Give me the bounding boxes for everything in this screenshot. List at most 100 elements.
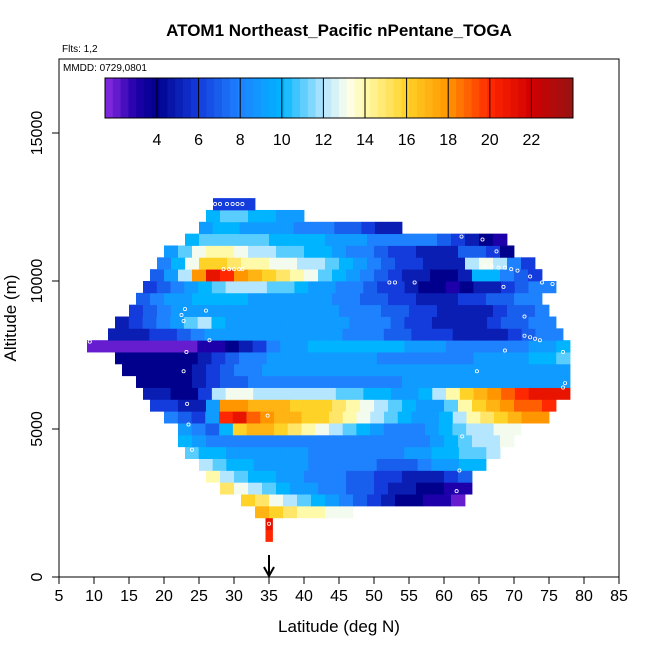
heatmap-cell — [213, 304, 228, 317]
colorbar-swatch — [268, 78, 278, 118]
colorbar-tick-label: 6 — [194, 132, 203, 149]
heatmap-cell — [248, 375, 263, 388]
heatmap-cell — [432, 340, 447, 353]
heatmap-cell — [402, 482, 417, 495]
heatmap-cell — [458, 245, 473, 258]
heatmap-cell — [128, 316, 143, 329]
colorbar-swatch — [222, 78, 231, 118]
heatmap-cell — [253, 387, 268, 400]
heatmap-cell — [304, 399, 319, 412]
colorbar-tick-label: 14 — [356, 132, 374, 149]
heatmap-cell — [521, 257, 536, 270]
colorbar-swatch — [456, 78, 465, 118]
heatmap-cell — [136, 375, 151, 388]
heatmap-cell — [213, 257, 228, 270]
sample-point — [509, 267, 514, 272]
heatmap-cell — [253, 458, 268, 471]
y-tick-label: 5000 — [29, 411, 46, 447]
heatmap-cell — [226, 446, 241, 459]
heatmap-cell — [397, 423, 412, 436]
heatmap-cell — [452, 423, 467, 436]
heatmap-cell — [423, 257, 438, 270]
heatmap-cell — [297, 304, 312, 317]
sample-point — [528, 274, 533, 279]
heatmap-cell — [472, 458, 487, 471]
heatmap-cell — [220, 292, 235, 306]
heatmap-cell — [430, 292, 445, 306]
heatmap-cell — [332, 363, 347, 377]
heatmap-cell — [253, 281, 268, 294]
sample-point — [457, 468, 462, 473]
heatmap-cell — [465, 304, 480, 317]
heatmap-cell — [308, 387, 323, 400]
sample-point — [474, 369, 479, 374]
heatmap-cell — [388, 434, 403, 448]
heatmap-cell — [267, 446, 282, 459]
heatmap-cell — [432, 387, 447, 400]
heatmap-cell — [390, 352, 405, 365]
heatmap-cell — [136, 292, 151, 306]
heatmap-cell — [472, 363, 487, 377]
heatmap-cell — [404, 340, 419, 353]
sample-point — [231, 267, 236, 272]
heatmap-cell — [479, 423, 494, 436]
heatmap-cell — [521, 304, 536, 317]
heatmap-cell — [234, 292, 249, 306]
heatmap-cell — [339, 505, 354, 519]
heatmap-cell — [342, 411, 357, 424]
colorbar-swatch — [276, 78, 285, 118]
heatmap-cell — [514, 340, 529, 353]
heatmap-cell — [466, 423, 481, 436]
heatmap-cell — [184, 387, 199, 400]
heatmap-cell — [220, 399, 235, 412]
heatmap-cell — [334, 221, 349, 235]
heatmap-cell — [377, 281, 392, 294]
heatmap-cell — [220, 470, 235, 483]
heatmap-cell — [164, 245, 179, 258]
heatmap-cell — [349, 446, 364, 459]
heatmap-cell — [239, 387, 254, 400]
heatmap-cell — [459, 281, 474, 294]
sample-point — [207, 338, 212, 343]
heatmap-cell — [486, 269, 501, 282]
colorbar-frame — [104, 77, 574, 119]
heatmap-cell — [377, 387, 392, 400]
heatmap-cell — [290, 399, 305, 412]
heatmap-cell — [390, 316, 405, 329]
x-tick-label: 25 — [190, 588, 208, 605]
heatmap-cell — [332, 375, 347, 388]
x-tick-label: 55 — [400, 588, 418, 605]
heatmap-cell — [325, 233, 340, 246]
heatmap-cell — [276, 269, 291, 282]
heatmap-cell — [234, 198, 242, 211]
heatmap-cell — [487, 387, 502, 400]
heatmap-cell — [191, 411, 206, 424]
heatmap-cell — [304, 434, 319, 448]
heatmap-cell — [308, 352, 323, 365]
heatmap-cell — [294, 446, 309, 459]
heatmap-cell — [206, 209, 221, 223]
heatmap-cell — [240, 458, 255, 471]
heatmap-cell — [514, 352, 530, 365]
heatmap-cell — [276, 470, 291, 483]
colorbar-swatch — [183, 78, 192, 118]
heatmap-cell — [287, 423, 302, 436]
heatmap-cell — [514, 363, 529, 377]
heatmap-cell — [198, 281, 213, 294]
colorbar-swatch — [120, 78, 129, 118]
heatmap-cell — [465, 257, 480, 270]
heatmap-cell — [388, 482, 403, 495]
colorbar-swatch — [432, 78, 441, 118]
heatmap-cell — [150, 363, 165, 377]
colorbar-swatch — [136, 78, 145, 118]
heatmap-cell — [458, 434, 473, 448]
heatmap-cell — [473, 352, 488, 365]
colorbar-swatch — [198, 78, 207, 118]
heatmap-cell — [430, 375, 445, 388]
heatmap-cell — [197, 316, 212, 329]
heatmap-cell — [444, 470, 459, 483]
colorbar-swatch — [487, 78, 496, 118]
sample-point — [496, 265, 501, 270]
heatmap-cell — [260, 423, 275, 436]
sample-point — [482, 264, 487, 269]
